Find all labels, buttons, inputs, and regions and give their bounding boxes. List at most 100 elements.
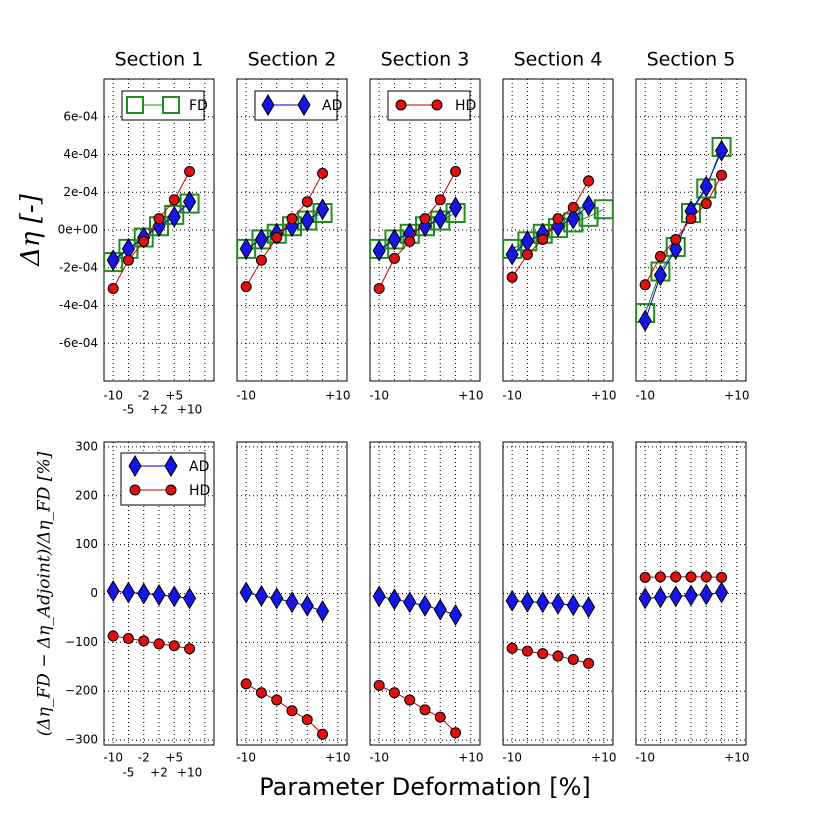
- top-ytick-3: 0e+00: [58, 223, 98, 237]
- section-2-ad-point-4: [300, 209, 314, 232]
- section-2-top-xtick-r1-1: +10: [325, 389, 350, 403]
- section-4-bottom-xtick-r1-1: +10: [591, 751, 616, 765]
- section-5-ad-point-5: [714, 139, 729, 162]
- section-1-bottom-frame: [103, 441, 215, 746]
- section-2-ad-diff-point-0: [239, 581, 253, 604]
- section-3-title: Section 3: [381, 49, 470, 71]
- section-5-hd-diff-point-5: [716, 571, 728, 583]
- section-5-hd-diff-point-0: [639, 571, 651, 583]
- section-1-top-legend-entry-marker-a: [126, 96, 144, 114]
- section-3-ad-diff-point-3: [418, 594, 432, 617]
- section-2-top-legend-entry-label: AD: [322, 98, 342, 114]
- section-2-hd-diff-point-1: [255, 687, 267, 699]
- section-1-ad-diff-point-2: [137, 582, 151, 605]
- section-5-ad-diff-point-0: [638, 587, 652, 610]
- section-4-hd-point-1: [521, 249, 533, 261]
- section-3-hd-point-0: [373, 283, 385, 295]
- section-5-ad-line: [644, 150, 723, 321]
- section-2-ad-diff-point-2: [270, 587, 284, 610]
- section-5-ad-point-1: [653, 264, 668, 287]
- bottom-ytick-0: 300: [75, 439, 98, 453]
- section-1-top-xtick-r2-2: +10: [177, 403, 202, 417]
- section-3-ad-diff-point-1: [387, 588, 402, 611]
- section-4-ad-diff-point-2: [536, 591, 550, 614]
- section-4-ad-diff-point-0: [505, 589, 519, 612]
- section-5-bottom-frame: [635, 441, 747, 746]
- section-5-ad-point-0: [638, 309, 652, 332]
- section-3-hd-diff-point-5: [450, 727, 462, 739]
- section-1-top-xtick-r2-0: -5: [122, 403, 134, 417]
- section-5-hd-point-1: [654, 250, 666, 262]
- section-1-top-xtick-r1-2: +5: [165, 389, 183, 403]
- section-4-hd-line: [511, 180, 590, 278]
- section-2-hd-diff-point-5: [317, 728, 329, 740]
- section-4-title: Section 4: [514, 49, 603, 71]
- section-4-hd-diff-point-3: [552, 650, 564, 662]
- section-3-hd-point-5: [450, 165, 462, 177]
- section-5-hd-point-4: [700, 198, 712, 210]
- section-3-ad-diff-point-2: [403, 591, 417, 614]
- section-1-bottom-xtick-r2-2: +10: [177, 766, 202, 780]
- section-5-hd-diff-point-1: [654, 571, 666, 583]
- section-1-hd-diff-point-2: [138, 635, 150, 647]
- section-4-ad-point-4: [566, 207, 580, 230]
- section-1-bottom-xtick-r2-0: -5: [122, 766, 134, 780]
- section-1-hd-point-5: [184, 165, 196, 177]
- section-3-ad-point-1: [387, 228, 402, 251]
- section-4-hd-diff-point-0: [506, 642, 518, 654]
- section-2-hd-point-4: [301, 196, 313, 208]
- section-3-ad-point-5: [448, 196, 463, 219]
- section-2-top-frame: [236, 78, 348, 382]
- top-ytick-6: -6e-04: [59, 336, 98, 350]
- section-1-hd-point-2: [138, 235, 150, 247]
- section-5-hd-point-0: [639, 279, 651, 291]
- section-5-top-frame: [635, 78, 747, 382]
- section-3-top-legend-entry-marker-a: [395, 99, 407, 111]
- section-2-hd-diff-point-4: [301, 714, 313, 726]
- section-3-hd-point-2: [404, 235, 416, 247]
- section-3-ad-diff-point-4: [433, 598, 447, 621]
- section-4-hd-point-3: [552, 213, 564, 225]
- section-3-hd-point-3: [419, 213, 431, 225]
- section-3-ad-point-0: [372, 239, 386, 262]
- section-5-bottom-xtick-r1-0: -10: [635, 751, 655, 765]
- top-y-axis-label: Δη [-]: [16, 193, 46, 267]
- section-2-hd-diff-point-2: [271, 694, 283, 706]
- section-1-top-xtick-r1-1: -2: [138, 389, 150, 403]
- section-5-top-xtick-r1-1: +10: [724, 389, 749, 403]
- section-2-hd-point-2: [271, 232, 283, 244]
- section-1-hd-point-0: [107, 283, 119, 295]
- section-4-hd-diff-point-2: [537, 648, 549, 660]
- section-1-hd-diff-point-4: [168, 640, 180, 652]
- section-1-ad-diff-point-4: [167, 585, 181, 608]
- bottom-ytick-5: −200: [65, 684, 98, 698]
- section-1-bottom-xtick-r1-2: +5: [165, 751, 183, 765]
- section-1-bottom-legend-ad-marker-a: [128, 455, 142, 477]
- section-1-hd-diff-point-3: [153, 638, 165, 650]
- section-3-top-xtick-r1-0: -10: [369, 389, 389, 403]
- section-4-ad-diff-point-1: [520, 590, 535, 613]
- section-1-ad-diff-point-0: [106, 580, 120, 603]
- section-1-hd-diff-point-0: [107, 630, 119, 642]
- section-1-ad-point-5: [182, 190, 197, 213]
- section-4-hd-diff-point-4: [567, 653, 579, 665]
- section-1-top-xtick-r2-1: +2: [150, 403, 168, 417]
- section-2-hd-diff-point-0: [240, 678, 252, 690]
- section-3-ad-diff-point-0: [372, 585, 386, 608]
- section-5-hd-diff-point-4: [700, 571, 712, 583]
- section-4-ad-point-1: [520, 230, 535, 253]
- section-2-hd-diff-point-3: [286, 705, 298, 717]
- section-1-top-xtick-r1-0: -10: [103, 389, 123, 403]
- top-ytick-2: 2e-04: [63, 185, 98, 199]
- section-2-ad-diff-point-1: [254, 584, 269, 607]
- section-5-hd-diff-point-3: [685, 571, 697, 583]
- section-4-ad-point-0: [505, 243, 519, 266]
- section-3-top-xtick-r1-1: +10: [458, 389, 483, 403]
- section-2-bottom-frame: [236, 441, 348, 746]
- section-4-hd-diff-point-5: [583, 657, 595, 669]
- section-4-hd-point-2: [537, 233, 549, 245]
- section-3-ad-diff-point-5: [448, 604, 463, 626]
- bottom-ytick-1: 200: [75, 488, 98, 502]
- top-ytick-5: -4e-04: [59, 298, 98, 312]
- section-4-hd-point-5: [583, 175, 595, 187]
